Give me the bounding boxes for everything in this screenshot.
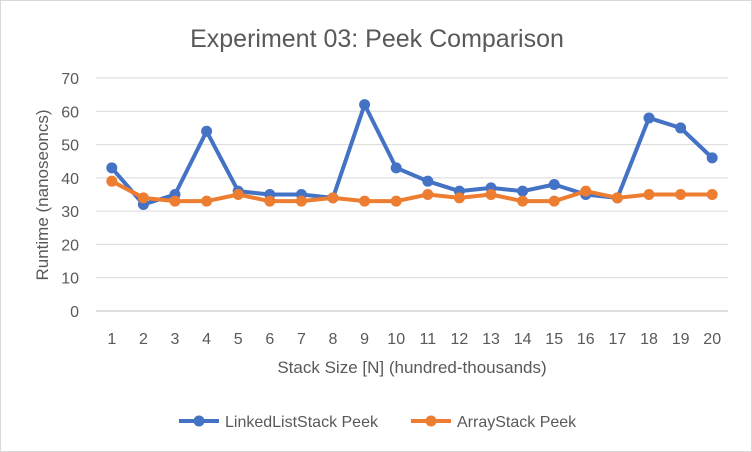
chart-title: Experiment 03: Peek Comparison — [190, 25, 564, 53]
data-point — [706, 189, 718, 200]
x-tick-label: 3 — [171, 331, 180, 348]
y-tick-label: 50 — [61, 138, 79, 155]
x-tick-label: 12 — [451, 331, 469, 348]
x-tick-label: 14 — [514, 331, 532, 348]
x-tick-label: 6 — [265, 331, 274, 348]
data-point — [706, 152, 718, 164]
data-point — [264, 195, 276, 207]
x-tick-label: 15 — [545, 331, 563, 348]
data-point — [675, 122, 687, 134]
x-tick-label: 7 — [297, 331, 306, 348]
data-point — [137, 192, 149, 204]
y-axis-ticks: 0 10 20 30 40 50 60 70 — [61, 71, 79, 321]
data-point — [201, 125, 213, 137]
x-tick-label: 4 — [202, 331, 211, 348]
data-point — [517, 195, 529, 207]
data-point — [201, 195, 213, 207]
series-line — [109, 102, 715, 207]
data-point — [422, 189, 434, 200]
x-tick-label: 20 — [703, 331, 721, 348]
data-point — [453, 192, 465, 204]
data-point — [359, 195, 371, 207]
legend-item: LinkedListStack Peek — [179, 414, 379, 431]
series-1 — [106, 99, 718, 210]
x-tick-label: 13 — [482, 331, 500, 348]
data-point — [359, 99, 371, 111]
x-tick-label: 16 — [577, 331, 595, 348]
data-point — [548, 195, 560, 207]
x-axis-ticks: 1 2 3 4 5 6 7 8 9 10 11 12 13 14 15 16 17 18 19 20 — [107, 331, 721, 348]
data-point — [517, 185, 529, 197]
legend-item: ArrayStack Peek — [411, 414, 577, 431]
series — [106, 99, 718, 210]
x-tick-label: 5 — [234, 331, 243, 348]
legend-point-marker — [425, 415, 437, 427]
legend-point-marker — [193, 415, 205, 427]
y-tick-label: 10 — [61, 271, 79, 288]
data-point — [106, 162, 118, 174]
data-point — [390, 195, 402, 207]
x-tick-label: 17 — [609, 331, 627, 348]
legend: LinkedListStack Peek ArrayStack Peek — [179, 414, 577, 431]
y-axis-title: Runtime (nanoseoncs) — [33, 109, 52, 280]
data-point — [611, 192, 623, 204]
data-point — [232, 189, 244, 200]
data-point — [422, 175, 434, 187]
y-tick-label: 70 — [61, 71, 79, 88]
data-point — [548, 179, 560, 191]
x-axis-title: Stack Size [N] (hundred-thousands) — [277, 358, 546, 377]
x-tick-label: 18 — [640, 331, 658, 348]
data-point — [643, 189, 655, 200]
data-point — [295, 195, 307, 207]
x-tick-label: 1 — [107, 331, 116, 348]
y-tick-label: 30 — [61, 204, 79, 221]
y-tick-label: 60 — [61, 104, 79, 121]
data-point — [327, 192, 339, 204]
x-tick-label: 2 — [139, 331, 148, 348]
x-tick-label: 11 — [419, 331, 436, 348]
y-tick-label: 0 — [70, 304, 79, 321]
x-tick-label: 8 — [329, 331, 338, 348]
data-point — [485, 189, 497, 200]
y-tick-label: 40 — [61, 171, 79, 188]
data-point — [580, 185, 592, 197]
data-point — [169, 195, 181, 207]
series-2 — [106, 175, 718, 207]
data-point — [106, 175, 118, 187]
data-point — [643, 112, 655, 124]
data-point — [675, 189, 687, 200]
data-point — [390, 162, 402, 174]
legend-label: ArrayStack Peek — [457, 414, 577, 431]
x-tick-label: 10 — [387, 331, 405, 348]
legend-label: LinkedListStack Peek — [225, 414, 379, 431]
x-tick-label: 19 — [672, 331, 690, 348]
y-tick-label: 20 — [61, 237, 79, 254]
x-tick-label: 9 — [360, 331, 369, 348]
